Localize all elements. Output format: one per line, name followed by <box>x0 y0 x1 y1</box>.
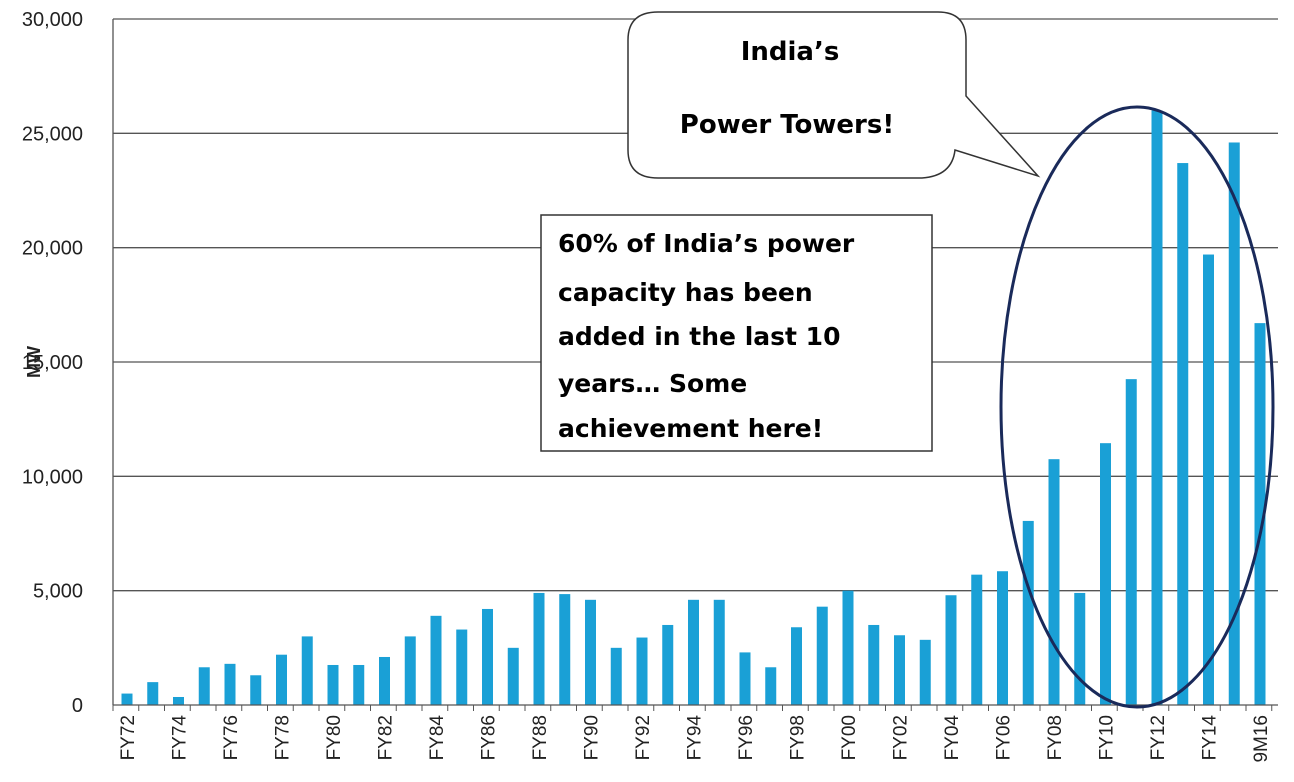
bar-fy07 <box>1022 520 1034 705</box>
highlight-ellipse <box>999 105 1275 709</box>
bar-fy94 <box>688 599 699 705</box>
x-tick-label: FY88 <box>530 715 551 760</box>
bar-fy72 <box>121 693 133 705</box>
bar-fy04 <box>945 595 957 705</box>
bar-fy77 <box>250 675 262 705</box>
x-tick-label: FY84 <box>427 715 448 761</box>
x-tick-label: FY78 <box>273 715 294 760</box>
bar-fy09 <box>1074 592 1086 705</box>
bar-fy89 <box>559 594 571 705</box>
speech-bubble-line-2: Power Towers! <box>680 110 894 140</box>
speech-bubble: India’s Power Towers! <box>627 11 1041 179</box>
x-axis <box>112 19 1278 711</box>
bar-fy78 <box>276 654 287 705</box>
x-tick-label: 9M16 <box>1251 715 1272 763</box>
x-tick-label: FY90 <box>582 715 603 760</box>
bar-fy06 <box>997 571 1008 705</box>
bar-fy10 <box>1100 443 1111 705</box>
y-tick-label: 15,000 <box>22 352 83 374</box>
bar-fy91 <box>610 647 622 705</box>
annotation-line-4: years… Some <box>558 369 747 398</box>
bar-fy00 <box>842 590 854 705</box>
y-axis-ticks: 0 5,000 10,000 15,000 20,000 25,000 30,000 <box>22 9 83 717</box>
bar-fy15 <box>1228 142 1240 706</box>
bar-fy96 <box>739 652 751 705</box>
x-tick-label: FY76 <box>221 715 242 760</box>
bar-fy03 <box>919 639 931 705</box>
bar-fy11 <box>1125 379 1137 705</box>
x-tick-label: FY04 <box>942 715 963 761</box>
x-tick-label: FY74 <box>170 715 191 761</box>
x-tick-label: FY12 <box>1148 715 1169 760</box>
x-tick-label: FY82 <box>376 715 397 760</box>
x-tick-label: FY00 <box>839 715 860 760</box>
y-axis-label: MW <box>24 346 44 378</box>
x-tick-label: FY94 <box>685 715 706 761</box>
bar-fy85 <box>456 629 468 705</box>
bar-fy97 <box>765 667 777 705</box>
bar-fy12 <box>1151 110 1163 705</box>
x-tick-label: FY96 <box>736 715 757 760</box>
annotation-line-5: achievement here! <box>558 414 823 443</box>
y-tick-label: 20,000 <box>22 238 83 260</box>
x-tick-label: FY02 <box>891 715 912 760</box>
bars <box>121 110 1266 706</box>
x-tick-label: FY98 <box>788 715 809 760</box>
bar-fy86 <box>482 608 493 705</box>
annotation-line-3: added in the last 10 <box>558 322 840 351</box>
y-tick-label: 10,000 <box>22 466 83 488</box>
y-tick-label: 30,000 <box>22 9 83 31</box>
bar-fy93 <box>662 624 674 705</box>
x-tick-label: FY10 <box>1097 715 1118 760</box>
bar-fy87 <box>507 647 519 705</box>
y-tick-label: 25,000 <box>22 123 83 145</box>
x-axis-ticks: FY72 FY74 FY76 FY78 FY80 FY82 FY84 FY86 FY88 FY90… <box>118 715 1272 763</box>
x-tick-label: FY80 <box>324 715 345 760</box>
bar-fy05 <box>971 574 983 705</box>
bar-fy83 <box>404 636 416 705</box>
bar-fy88 <box>533 592 545 705</box>
bar-fy95 <box>713 599 725 705</box>
bar-fy02 <box>894 635 905 705</box>
bar-fy14 <box>1203 254 1214 705</box>
bar-fy08 <box>1048 459 1060 705</box>
bar-fy80 <box>327 664 339 705</box>
bar-fy73 <box>147 682 159 705</box>
y-tick-label: 0 <box>72 695 83 717</box>
bar-fy74 <box>173 696 184 705</box>
annotation-line-2: capacity has been <box>558 278 813 307</box>
bar-fy76 <box>224 663 236 705</box>
annotation-line-1: 60% of India’s power <box>558 229 855 258</box>
bar-fy13 <box>1177 163 1189 705</box>
y-tick-label: 5,000 <box>33 581 83 603</box>
bar-fy79 <box>301 636 313 705</box>
bar-fy81 <box>353 664 365 705</box>
bar-fy75 <box>198 667 210 705</box>
bar-fy92 <box>636 637 648 705</box>
bar-fy82 <box>379 656 390 705</box>
bar-9m16 <box>1254 323 1266 705</box>
bar-fy84 <box>430 615 442 705</box>
bar-fy01 <box>868 624 880 705</box>
bar-fy90 <box>585 599 596 705</box>
bar-fy98 <box>791 627 802 705</box>
x-tick-label: FY92 <box>633 715 654 760</box>
x-tick-label: FY14 <box>1200 715 1221 761</box>
bar-fy99 <box>816 606 828 705</box>
x-tick-label: FY86 <box>479 715 500 760</box>
x-tick-label: FY08 <box>1045 715 1066 760</box>
x-tick-label: FY72 <box>118 715 139 760</box>
annotation-box: 60% of India’s power capacity has been a… <box>540 214 933 452</box>
x-tick-label: FY06 <box>994 715 1015 760</box>
speech-bubble-line-1: India’s <box>741 37 840 67</box>
